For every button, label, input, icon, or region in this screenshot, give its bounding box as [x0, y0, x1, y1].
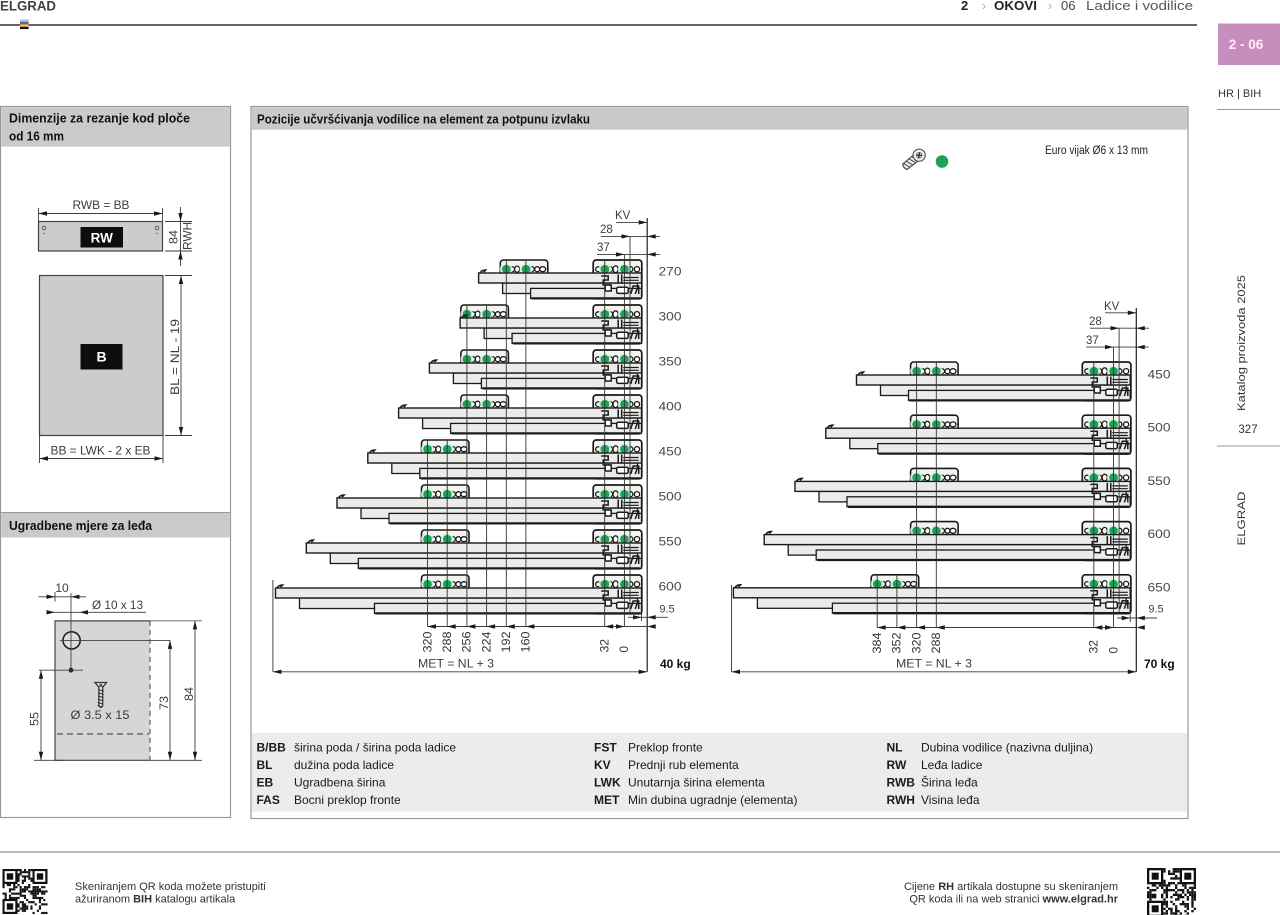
svg-text:2 - 06: 2 - 06	[1229, 37, 1264, 52]
svg-text:od 16 mm: od 16 mm	[9, 130, 64, 144]
svg-text:450: 450	[659, 445, 682, 459]
svg-text:Min dubina ugradnje (elementa): Min dubina ugradnje (elementa)	[628, 793, 797, 807]
svg-text:32: 32	[600, 639, 612, 653]
svg-text:QR koda ili na web stranici ww: QR koda ili na web stranici www.elgrad.h…	[909, 894, 1118, 906]
svg-text:400: 400	[659, 400, 682, 414]
svg-text:NL: NL	[887, 741, 903, 755]
svg-text:BL: BL	[257, 758, 273, 772]
svg-text:Bocni preklop fronte: Bocni preklop fronte	[294, 793, 401, 807]
svg-text:600: 600	[659, 580, 682, 594]
svg-text:06: 06	[1061, 0, 1075, 13]
svg-text:73: 73	[157, 696, 171, 710]
svg-text:288: 288	[442, 632, 454, 653]
svg-text:HR | BIH: HR | BIH	[1218, 88, 1261, 100]
svg-text:32: 32	[1089, 640, 1101, 654]
svg-text:0: 0	[619, 646, 631, 653]
svg-text:KV: KV	[594, 758, 611, 772]
svg-text:Katalog proizvoda 2025: Katalog proizvoda 2025	[1236, 275, 1248, 411]
svg-text:Ø 3.5 x 15: Ø 3.5 x 15	[71, 708, 130, 722]
svg-text:600: 600	[1148, 527, 1171, 541]
svg-text:650: 650	[1148, 580, 1171, 594]
svg-text:Preklop fronte: Preklop fronte	[628, 741, 703, 755]
svg-text:ELGRAD: ELGRAD	[1236, 491, 1248, 545]
svg-text:Ugradbena širina: Ugradbena širina	[294, 776, 386, 790]
svg-text:ažuriranom BIH katalogu artika: ažuriranom BIH katalogu artikala	[75, 894, 236, 906]
svg-text:Visina leđa: Visina leđa	[921, 793, 980, 807]
svg-text:Prednji rub elementa: Prednji rub elementa	[628, 758, 739, 772]
svg-text:›: ›	[1048, 0, 1052, 13]
svg-text:37: 37	[1086, 335, 1099, 347]
svg-text:550: 550	[659, 535, 682, 549]
svg-text:›: ›	[982, 0, 986, 13]
svg-text:37: 37	[597, 242, 610, 254]
svg-text:MET: MET	[594, 793, 620, 807]
svg-text:Dubina vodilice (nazivna dulji: Dubina vodilice (nazivna duljina)	[921, 741, 1093, 755]
svg-text:300: 300	[659, 310, 682, 324]
svg-text:BB = LWK - 2 x EB: BB = LWK - 2 x EB	[51, 444, 151, 458]
svg-text:192: 192	[501, 632, 513, 653]
svg-text:FST: FST	[594, 741, 617, 755]
svg-text:224: 224	[481, 631, 493, 653]
svg-text:B/BB: B/BB	[257, 741, 287, 755]
svg-text:LWK: LWK	[594, 776, 621, 790]
svg-text:320: 320	[422, 632, 434, 653]
svg-text:350: 350	[659, 355, 682, 369]
svg-text:550: 550	[1148, 474, 1171, 488]
svg-text:270: 270	[659, 265, 682, 279]
svg-text:RWH: RWH	[181, 222, 195, 250]
svg-text:2: 2	[961, 0, 968, 13]
svg-text:EB: EB	[257, 776, 274, 790]
svg-text:84: 84	[182, 687, 196, 701]
svg-text:dužina poda ladice: dužina poda ladice	[294, 758, 394, 772]
svg-text:RW: RW	[887, 758, 907, 772]
svg-text:FAS: FAS	[257, 793, 280, 807]
svg-text:Cijene RH artikala dostupne su: Cijene RH artikala dostupne su skeniranj…	[904, 881, 1118, 893]
svg-text:OKOVI: OKOVI	[994, 0, 1037, 13]
svg-text:450: 450	[1148, 368, 1171, 382]
svg-text:28: 28	[600, 224, 613, 236]
svg-text:RWB: RWB	[887, 776, 916, 790]
svg-text:55: 55	[28, 712, 42, 726]
svg-text:RWH: RWH	[887, 793, 915, 807]
svg-text:B: B	[96, 349, 106, 365]
svg-text:320: 320	[911, 633, 923, 654]
svg-text:256: 256	[462, 632, 474, 653]
svg-text:384: 384	[872, 632, 884, 654]
svg-text:Ø 10 x 13: Ø 10 x 13	[92, 598, 143, 612]
svg-text:RWB = BB: RWB = BB	[73, 198, 130, 212]
svg-text:9.5: 9.5	[1148, 604, 1163, 616]
svg-text:Dimenzije za rezanje kod ploče: Dimenzije za rezanje kod ploče	[9, 112, 190, 126]
svg-text:Euro vijak Ø6 x 13 mm: Euro vijak Ø6 x 13 mm	[1045, 145, 1148, 157]
svg-text:Skeniranjem QR koda možete pri: Skeniranjem QR koda možete pristupiti	[75, 881, 266, 893]
svg-text:160: 160	[521, 632, 533, 653]
svg-text:KV: KV	[1104, 301, 1120, 313]
svg-text:327: 327	[1238, 424, 1257, 436]
svg-text:10: 10	[55, 581, 69, 595]
svg-text:Leđa ladice: Leđa ladice	[921, 758, 983, 772]
svg-text:84: 84	[167, 230, 181, 244]
svg-text:MET = NL + 3: MET = NL + 3	[896, 657, 972, 671]
svg-text:0: 0	[1108, 647, 1120, 654]
svg-text:9.5: 9.5	[659, 604, 674, 616]
svg-text:RW: RW	[91, 231, 114, 246]
svg-text:MET = NL + 3: MET = NL + 3	[418, 657, 494, 671]
svg-text:Ugradbene mjere za leđa: Ugradbene mjere za leđa	[9, 519, 153, 533]
svg-text:Pozicije učvršćivanja vodilice: Pozicije učvršćivanja vodilice na elemen…	[257, 113, 590, 127]
svg-text:KV: KV	[615, 210, 631, 222]
svg-text:70 kg: 70 kg	[1144, 657, 1175, 671]
svg-text:352: 352	[892, 633, 904, 654]
svg-text:Unutarnja širina elementa: Unutarnja širina elementa	[628, 776, 765, 790]
svg-text:BL = NL - 19: BL = NL - 19	[168, 319, 182, 395]
svg-text:288: 288	[931, 633, 943, 654]
svg-text:širina poda / širina poda ladi: širina poda / širina poda ladice	[294, 741, 456, 755]
svg-text:ELGRAD: ELGRAD	[0, 0, 56, 14]
svg-text:40 kg: 40 kg	[660, 657, 691, 671]
svg-text:Širina leđa: Širina leđa	[921, 775, 978, 790]
svg-text:28: 28	[1089, 316, 1102, 328]
svg-text:500: 500	[1148, 421, 1171, 435]
svg-text:Ladice i vodilice: Ladice i vodilice	[1086, 0, 1193, 13]
svg-text:500: 500	[659, 490, 682, 504]
